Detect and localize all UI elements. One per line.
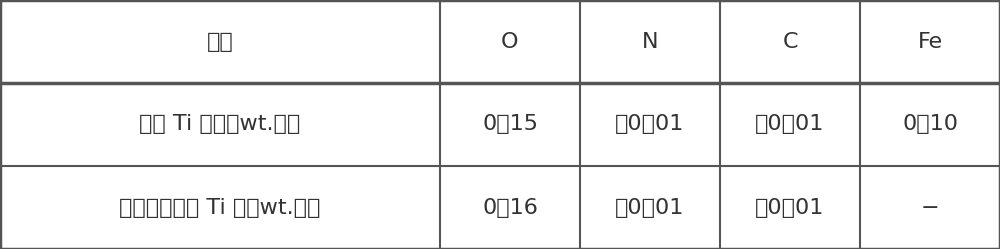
Text: 电流快速固结 Ti 材（wt.％）: 电流快速固结 Ti 材（wt.％） [119,197,321,217]
Bar [440,0,580,83]
Text: 0．10: 0．10 [902,115,958,134]
Bar [860,166,1000,249]
Bar [580,83,720,166]
Bar [440,166,580,249]
Text: 元素: 元素 [207,32,233,52]
Bar [0,0,440,83]
Text: ＜0．01: ＜0．01 [755,197,825,217]
Bar [720,166,860,249]
Bar [580,0,720,83]
Text: 初始 Ti 切屑（wt.％）: 初始 Ti 切屑（wt.％） [139,115,301,134]
Bar [580,166,720,249]
Bar [720,0,860,83]
Text: ＜0．01: ＜0．01 [615,197,685,217]
Bar [0,83,440,166]
Text: ＜0．01: ＜0．01 [755,115,825,134]
Bar [860,0,1000,83]
Text: Fe: Fe [917,32,943,52]
Bar [860,83,1000,166]
Text: 0．15: 0．15 [482,115,538,134]
Text: −: − [921,197,939,217]
Bar [0,166,440,249]
Text: N: N [642,32,658,52]
Bar [440,83,580,166]
Text: C: C [782,32,798,52]
Bar [720,83,860,166]
Text: ＜0．01: ＜0．01 [615,115,685,134]
Text: 0．16: 0．16 [482,197,538,217]
Text: O: O [501,32,519,52]
